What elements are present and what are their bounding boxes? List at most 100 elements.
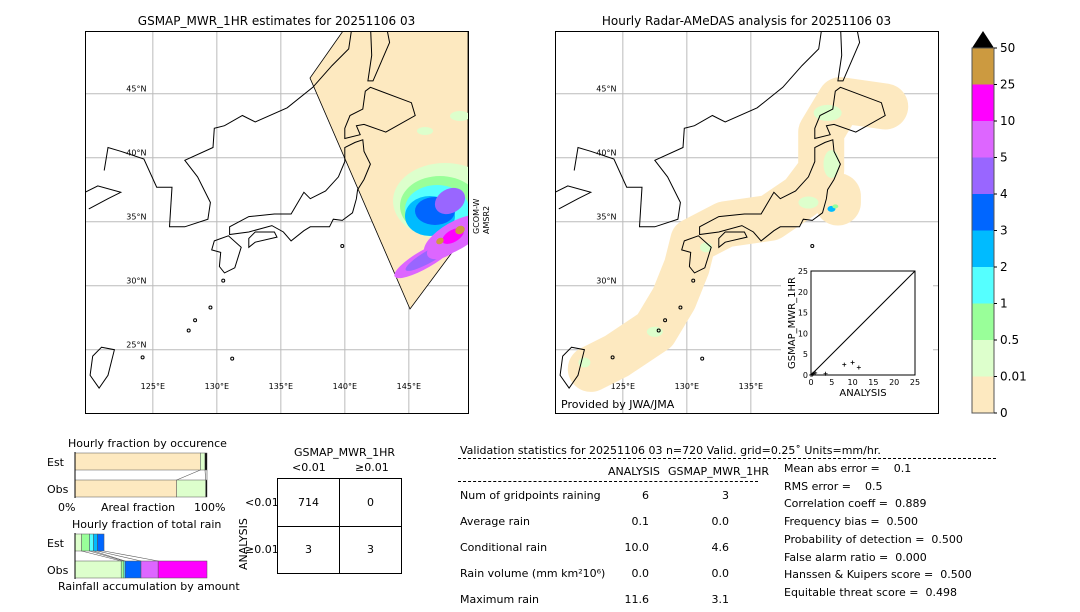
rain-area — [455, 225, 465, 235]
map-frame — [555, 31, 939, 414]
coastline-honshu — [229, 139, 371, 242]
satellite-swath — [309, 31, 469, 310]
rain-area — [798, 196, 819, 209]
credit-label: Provided by JWA/JMA — [561, 398, 675, 411]
coastline-sakhalin — [837, 31, 861, 82]
occ-xlabel: Areal fraction — [101, 501, 176, 514]
x-tick-label: 5 — [829, 378, 834, 387]
coastline-kyushu — [211, 235, 242, 274]
bar-segment-est — [81, 533, 90, 552]
y-tick-label: 5 — [803, 350, 808, 359]
scatter-point — [823, 371, 828, 376]
contingency-title: GSMAP_MWR_1HR — [294, 446, 396, 459]
island — [700, 356, 705, 361]
stat-analysis-value: 10.0 — [624, 541, 650, 554]
colorbar-label: 10 — [1000, 114, 1015, 128]
island — [678, 305, 683, 310]
score-item: RMS error = 0.5 — [784, 479, 883, 493]
rain-area — [450, 111, 469, 121]
scatter-point — [850, 360, 855, 365]
lon-label: 145°E — [397, 382, 421, 391]
x-tick-label: 0 — [808, 378, 813, 387]
cell-hit-neg: 714 — [298, 496, 319, 509]
rain-area — [832, 204, 839, 209]
col-header-lt: <0.01 — [292, 461, 326, 474]
colorbar-label: 50 — [1000, 41, 1015, 55]
lat-label: 40°N — [596, 149, 616, 158]
coastline-shikoku — [718, 231, 748, 249]
colorbar-extend-arrow — [972, 31, 994, 48]
colorbar-label: 0 — [1000, 406, 1008, 420]
island — [186, 328, 191, 333]
occurrence-bars — [74, 452, 208, 498]
stats-header: Validation statistics for 20251106 03 n=… — [460, 444, 881, 457]
bar-connector — [97, 550, 142, 562]
colorbar-segment — [972, 48, 994, 85]
island — [193, 318, 198, 323]
scatter-xlabel: ANALYSIS — [839, 388, 886, 399]
colorbar-label: 0.5 — [1000, 333, 1019, 347]
scatter-point — [810, 372, 815, 377]
x-tick-label: 25 — [910, 378, 920, 387]
lon-label: 125°E — [611, 382, 635, 391]
island — [221, 278, 226, 283]
lon-label: 140°E — [333, 382, 357, 391]
stat-analysis-value: 6 — [642, 489, 649, 502]
y-tick-label: 10 — [798, 329, 808, 338]
bar-segment-est — [93, 533, 98, 552]
colorbar-label: 5 — [1000, 151, 1008, 165]
colorbar-label: 1 — [1000, 297, 1008, 311]
rain-est-label: Est — [47, 537, 64, 550]
stat-analysis-value: 0.1 — [631, 515, 650, 528]
coastline-honshu — [699, 139, 841, 242]
colorbar-segment — [972, 194, 994, 231]
island — [230, 356, 235, 361]
stat-gsmap-value: 0.0 — [711, 515, 730, 528]
bar-segment-obs — [140, 560, 159, 579]
rain-obs-label: Obs — [47, 564, 69, 577]
cell-hit: 3 — [367, 543, 374, 556]
colorbar-segment — [972, 267, 994, 304]
colorbar-label: 25 — [1000, 78, 1015, 92]
island — [610, 355, 615, 360]
bar-segment-est — [74, 533, 82, 552]
coastline-taiwan — [89, 346, 116, 389]
island — [140, 355, 145, 360]
scatter-ylabel: GSMAP_MWR_1HR — [787, 277, 798, 369]
y-tick-label: 15 — [798, 309, 808, 318]
lat-label: 30°N — [596, 277, 616, 286]
y-tick-label: 20 — [798, 288, 808, 297]
stat-label: Conditional rain — [460, 541, 548, 554]
coastline-hokkaido — [814, 86, 886, 140]
coastline-shandong — [555, 185, 593, 210]
stat-label: Maximum rain — [460, 593, 539, 606]
rain-area — [823, 150, 840, 179]
colorbar-label: 3 — [1000, 224, 1008, 238]
bar-segment-est — [204, 452, 208, 471]
colorbar-label: 0.01 — [1000, 370, 1027, 384]
stat-gsmap-value: 0.0 — [711, 567, 730, 580]
occ-est-label: Est — [47, 456, 64, 469]
x-tick-label: 15 — [868, 378, 878, 387]
bar-connector — [81, 550, 122, 562]
occ-x-min: 0% — [58, 501, 76, 514]
lat-label: 35°N — [126, 213, 146, 222]
score-item: Equitable threat score = 0.498 — [784, 585, 957, 599]
lon-label: 130°E — [205, 382, 229, 391]
bar-segment-obs — [157, 560, 208, 579]
colorbar-segment — [972, 157, 994, 194]
stat-analysis-value: 0.0 — [631, 567, 650, 580]
lon-label: 130°E — [675, 382, 699, 391]
stats-col-gsmap: GSMAP_MWR_1HR — [668, 465, 770, 478]
left-map-title: GSMAP_MWR_1HR estimates for 20251106 03 — [137, 14, 416, 28]
satellite-label-2: AMSR2 — [482, 205, 491, 234]
bar-connector — [204, 469, 206, 481]
rain-area — [646, 326, 663, 337]
lat-label: 40°N — [126, 149, 146, 158]
bar-connector — [93, 550, 126, 562]
stats-col-analysis: ANALYSIS — [608, 465, 660, 478]
stat-analysis-value: 11.6 — [624, 593, 650, 606]
scatter-point — [813, 370, 818, 375]
colorbar-segment — [972, 340, 994, 377]
coastline-hokkaido — [344, 86, 416, 140]
